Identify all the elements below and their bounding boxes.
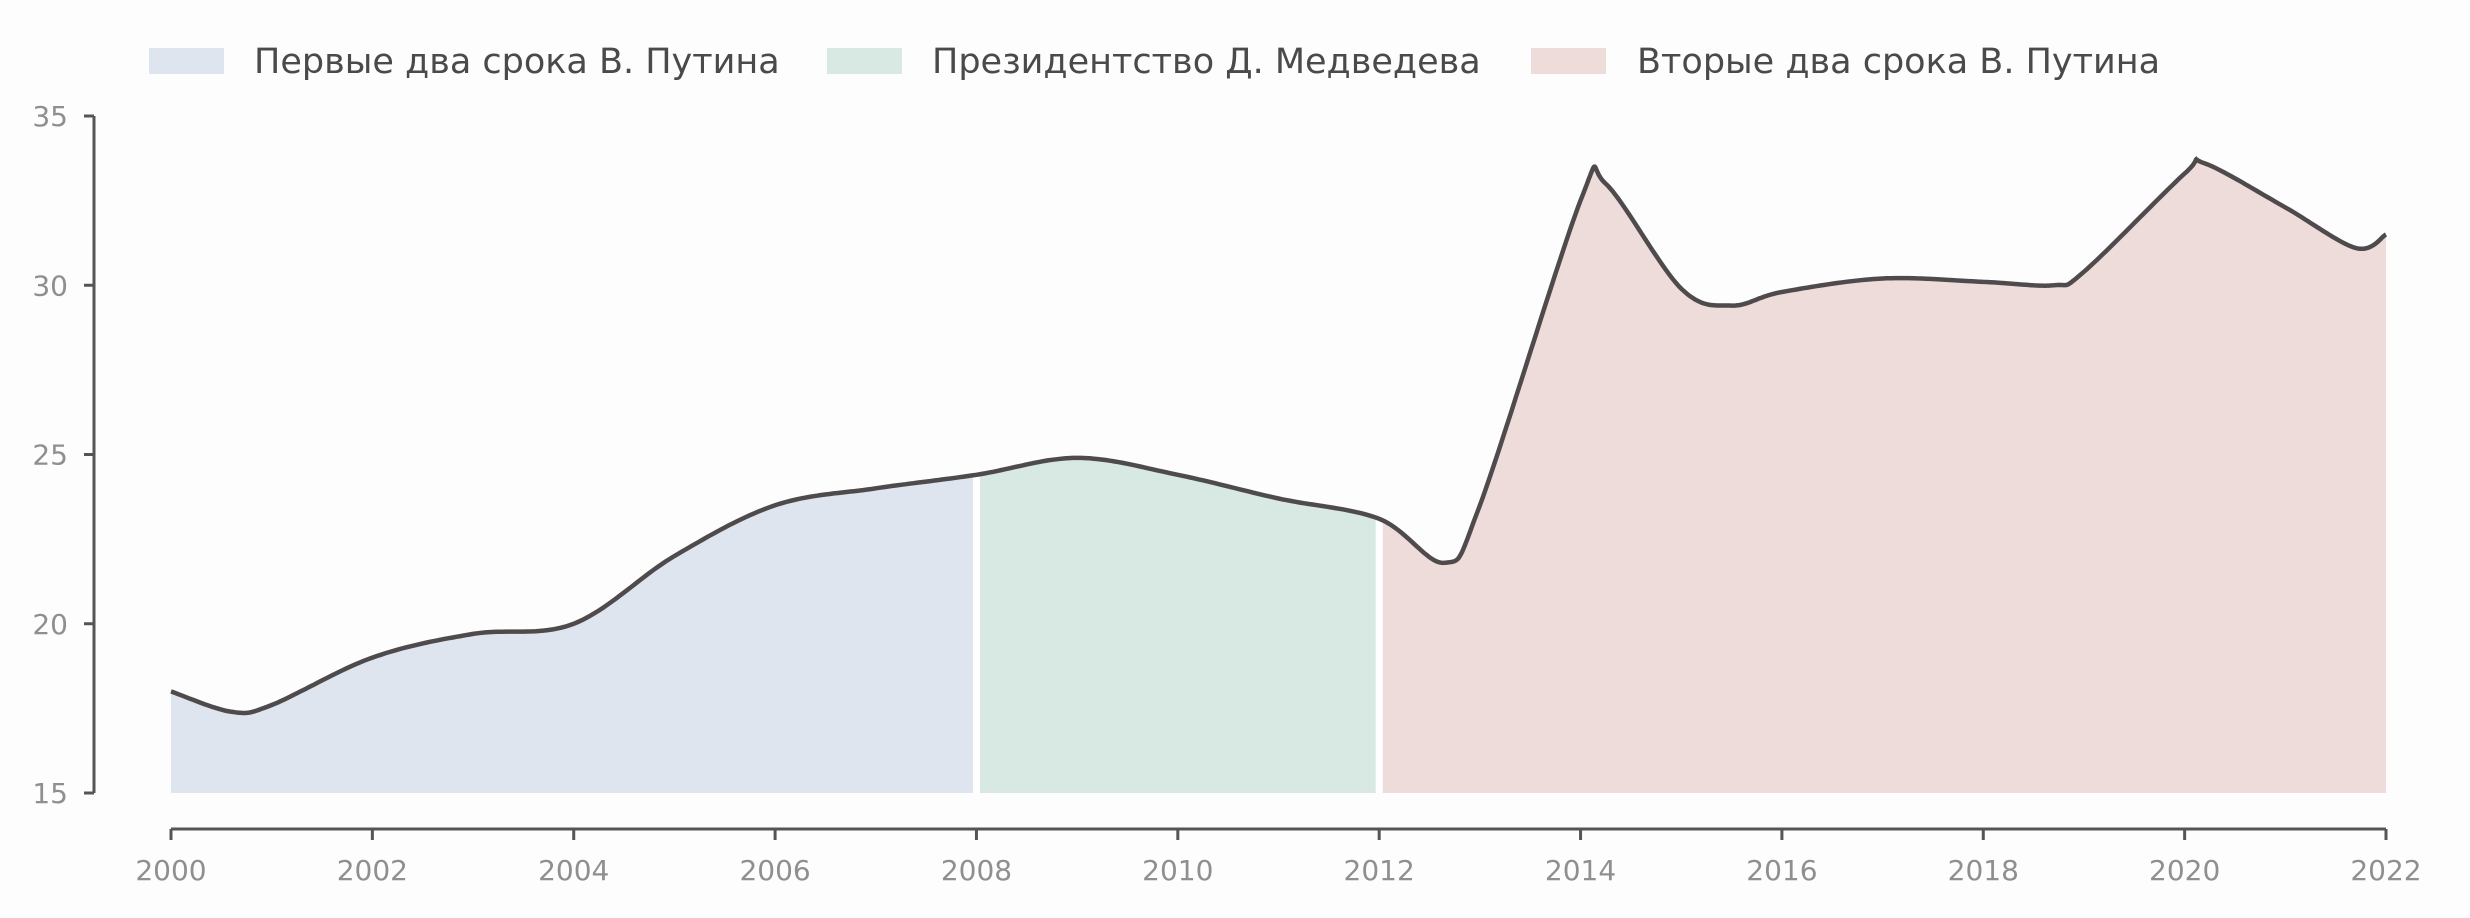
area-fill-2 bbox=[1379, 159, 2386, 794]
x-tick-label: 2012 bbox=[1344, 854, 1415, 887]
legend-item-second-terms: Вторые два срока В. Путина bbox=[1531, 42, 2160, 82]
x-axis: 2000 2002 2004 2006 2008 2010 2012 2014 2016 2018… bbox=[135, 827, 2422, 887]
legend-item-first-terms: Первые два срока В. Путина bbox=[149, 42, 780, 82]
x-tick-label: 2016 bbox=[1746, 854, 1817, 887]
x-tick-label: 2018 bbox=[1948, 854, 2019, 887]
area-fill-0 bbox=[171, 474, 977, 793]
legend-item-medvedev: Президентство Д. Медведева bbox=[827, 42, 1481, 82]
period-separators bbox=[972, 474, 1383, 793]
y-tick-label: 25 bbox=[32, 439, 68, 472]
y-tick-label: 20 bbox=[32, 608, 68, 641]
x-tick-label: 2010 bbox=[1142, 854, 1213, 887]
x-tick-label: 2002 bbox=[337, 854, 408, 887]
area-fill-1 bbox=[976, 457, 1380, 793]
area-fills bbox=[171, 159, 2386, 794]
x-tick-label: 2006 bbox=[739, 854, 810, 887]
series-line bbox=[170, 156, 2388, 716]
legend-swatch-second-terms bbox=[1531, 48, 1606, 74]
legend-label-first-terms: Первые два срока В. Путина bbox=[254, 42, 780, 82]
x-tick-label: 2008 bbox=[941, 854, 1012, 887]
x-tick-label: 2020 bbox=[2149, 854, 2220, 887]
y-axis: 15 20 25 30 35 bbox=[32, 100, 96, 810]
x-tick-label: 2014 bbox=[1545, 854, 1616, 887]
legend-swatch-first-terms bbox=[149, 48, 224, 74]
legend: Первые два срока В. Путина Президентство… bbox=[149, 42, 2160, 82]
y-tick-label: 15 bbox=[32, 777, 68, 810]
legend-label-medvedev: Президентство Д. Медведева bbox=[932, 42, 1481, 82]
x-tick-label: 2022 bbox=[2350, 854, 2421, 887]
legend-swatch-medvedev bbox=[827, 48, 902, 74]
y-tick-label: 30 bbox=[32, 269, 68, 302]
x-tick-label: 2004 bbox=[538, 854, 609, 887]
y-tick-label: 35 bbox=[32, 100, 68, 133]
x-tick-label: 2000 bbox=[135, 854, 206, 887]
legend-label-second-terms: Вторые два срока В. Путина bbox=[1637, 42, 2160, 82]
